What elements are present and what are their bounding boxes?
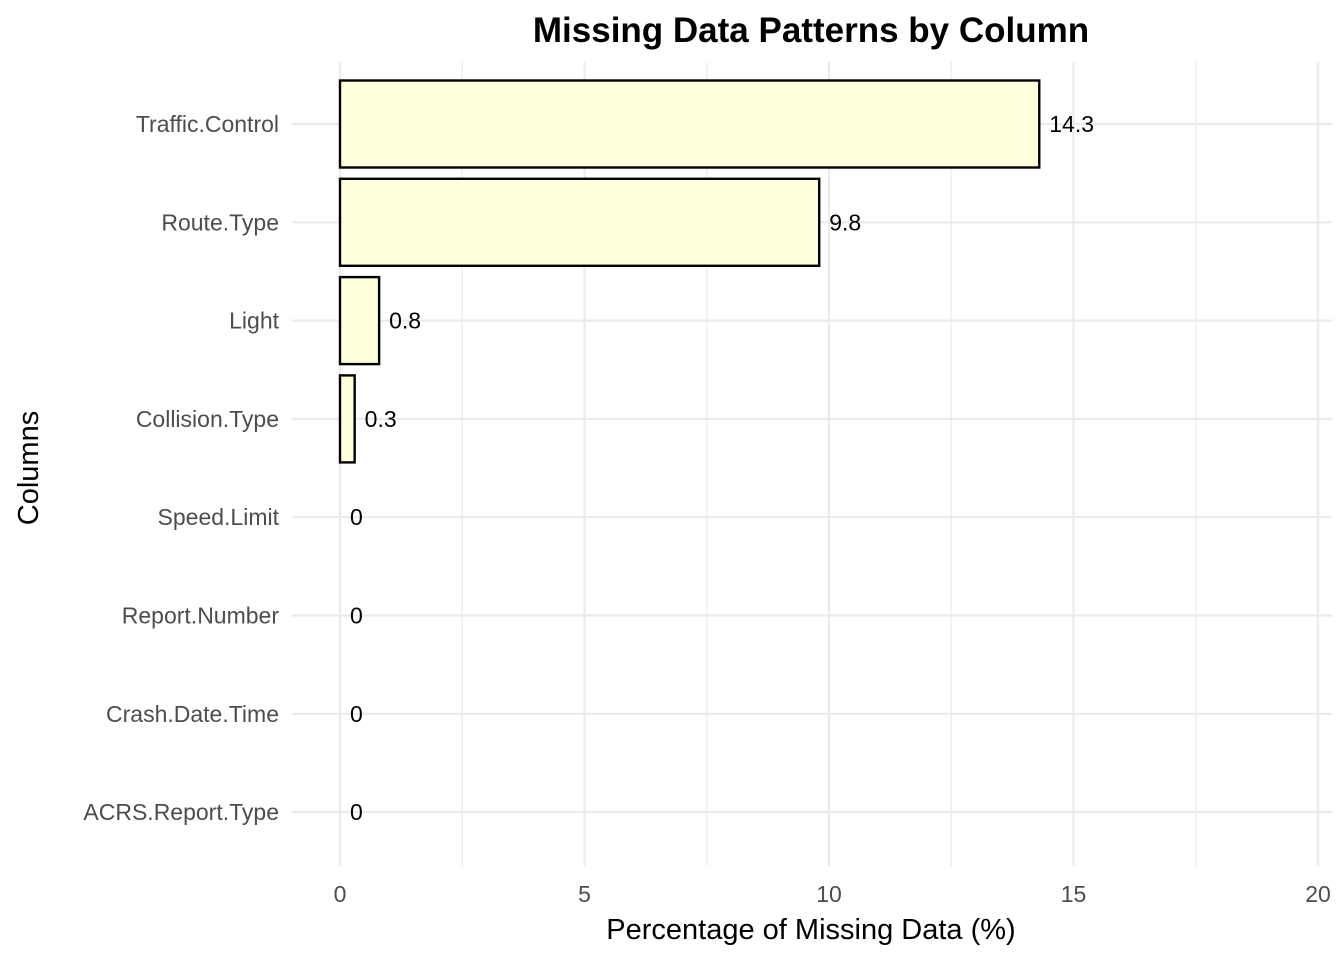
bar [338, 374, 356, 464]
data-label: 0 [350, 799, 363, 825]
y-tick-label: ACRS.Report.Type [83, 799, 279, 825]
x-axis-title: Percentage of Missing Data (%) [606, 914, 1015, 946]
data-label: 14.3 [1049, 111, 1094, 137]
x-tick-label: 10 [816, 881, 842, 907]
data-labels: 14.3 9.8 0.8 0.3 0 0 0 0 [350, 111, 1094, 825]
x-tick-label: 20 [1305, 881, 1331, 907]
data-label: 0.8 [389, 308, 421, 334]
x-tick-label: 0 [334, 881, 347, 907]
x-tick-label: 15 [1061, 881, 1087, 907]
y-tick-label: Collision.Type [136, 406, 279, 432]
y-axis-tick-labels: Traffic.Control Route.Type Light Collision.… [83, 111, 279, 825]
y-tick-label: Traffic.Control [136, 111, 279, 137]
data-label: 0 [350, 603, 363, 629]
y-tick-label: Light [229, 308, 279, 334]
y-axis-title: Columns [13, 411, 45, 525]
data-label: 9.8 [829, 209, 861, 235]
data-label: 0.3 [365, 406, 397, 432]
x-tick-label: 5 [578, 881, 591, 907]
y-tick-label: Speed.Limit [158, 504, 280, 530]
data-label: 0 [350, 701, 363, 727]
bar [338, 79, 1041, 169]
bar [338, 275, 381, 366]
y-tick-label: Crash.Date.Time [106, 701, 279, 727]
x-axis-tick-labels: 0 5 10 15 20 [334, 881, 1331, 907]
bar [338, 177, 821, 268]
y-tick-label: Route.Type [161, 209, 279, 235]
data-label: 0 [350, 504, 363, 530]
chart-title: Missing Data Patterns by Column [533, 11, 1089, 50]
bars [338, 79, 1041, 464]
y-tick-label: Report.Number [122, 603, 280, 629]
